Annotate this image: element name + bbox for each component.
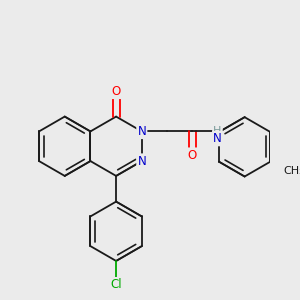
Text: N: N: [137, 125, 146, 138]
Text: CH₃: CH₃: [284, 166, 300, 176]
Text: Cl: Cl: [110, 278, 122, 291]
Text: N: N: [137, 154, 146, 168]
Text: O: O: [112, 85, 121, 98]
Text: O: O: [188, 148, 197, 162]
Text: N: N: [213, 132, 222, 145]
Text: H: H: [213, 125, 222, 136]
